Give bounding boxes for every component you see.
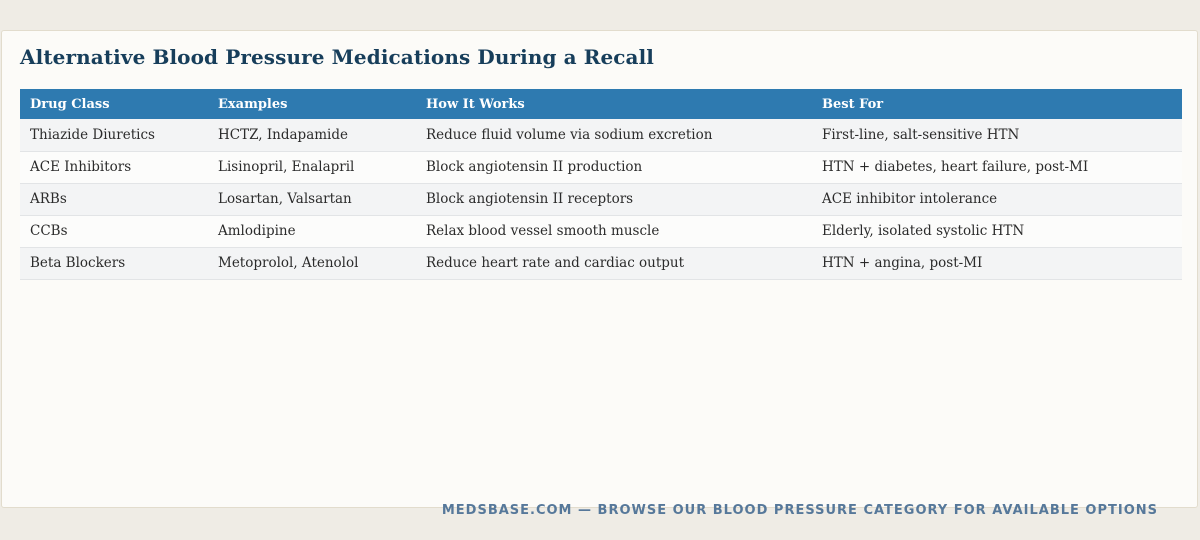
page-title: Alternative Blood Pressure Medications D… <box>20 45 655 69</box>
table-row: Thiazide Diuretics HCTZ, Indapamide Redu… <box>20 119 1182 152</box>
cell-examples: Metoprolol, Atenolol <box>208 247 416 280</box>
column-header-examples: Examples <box>208 89 416 119</box>
cell-drug-class: Beta Blockers <box>20 247 208 280</box>
cell-examples: Losartan, Valsartan <box>208 183 416 216</box>
cell-drug-class: CCBs <box>20 215 208 248</box>
cell-how-it-works: Reduce fluid volume via sodium excretion <box>416 119 812 152</box>
content-card: Alternative Blood Pressure Medications D… <box>1 30 1198 508</box>
table-row: ACE Inhibitors Lisinopril, Enalapril Blo… <box>20 151 1182 184</box>
cell-drug-class: Thiazide Diuretics <box>20 119 208 152</box>
medications-table: Drug Class Examples How It Works Best Fo… <box>20 89 1182 280</box>
footer-caption: MEDSBASE.COM — BROWSE OUR BLOOD PRESSURE… <box>441 503 1158 518</box>
cell-how-it-works: Block angiotensin II receptors <box>416 183 812 216</box>
cell-best-for: Elderly, isolated systolic HTN <box>812 215 1182 248</box>
cell-best-for: HTN + angina, post-MI <box>812 247 1182 280</box>
column-header-best-for: Best For <box>812 89 1182 119</box>
cell-best-for: First-line, salt-sensitive HTN <box>812 119 1182 152</box>
cell-examples: Lisinopril, Enalapril <box>208 151 416 184</box>
cell-how-it-works: Reduce heart rate and cardiac output <box>416 247 812 280</box>
table-row: Beta Blockers Metoprolol, Atenolol Reduc… <box>20 247 1182 280</box>
cell-examples: Amlodipine <box>208 215 416 248</box>
cell-drug-class: ARBs <box>20 183 208 216</box>
cell-drug-class: ACE Inhibitors <box>20 151 208 184</box>
cell-examples: HCTZ, Indapamide <box>208 119 416 152</box>
column-header-drug-class: Drug Class <box>20 89 208 119</box>
cell-how-it-works: Block angiotensin II production <box>416 151 812 184</box>
cell-best-for: ACE inhibitor intolerance <box>812 183 1182 216</box>
column-header-how-it-works: How It Works <box>416 89 812 119</box>
cell-how-it-works: Relax blood vessel smooth muscle <box>416 215 812 248</box>
table-header-row: Drug Class Examples How It Works Best Fo… <box>20 89 1182 119</box>
table-row: ARBs Losartan, Valsartan Block angiotens… <box>20 183 1182 216</box>
cell-best-for: HTN + diabetes, heart failure, post-MI <box>812 151 1182 184</box>
table-row: CCBs Amlodipine Relax blood vessel smoot… <box>20 215 1182 248</box>
